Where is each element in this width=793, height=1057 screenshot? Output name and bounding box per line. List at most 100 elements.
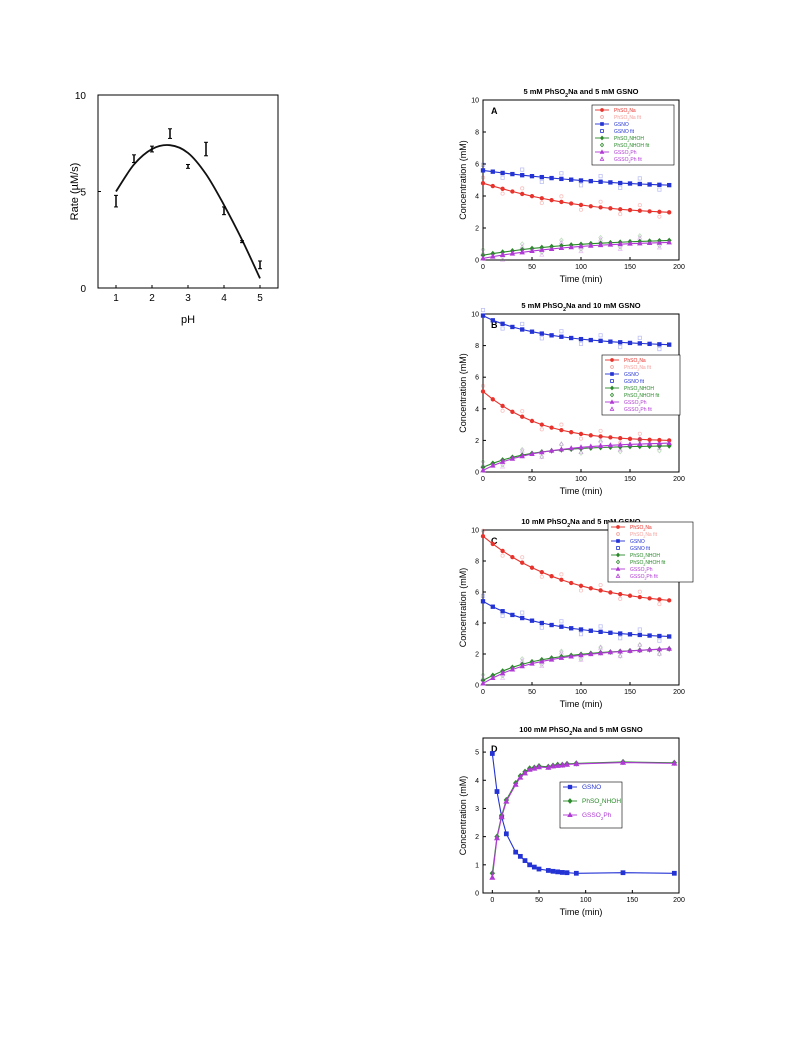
series-point <box>667 342 672 347</box>
series-point <box>480 181 486 186</box>
fit-marker <box>578 656 584 662</box>
series-point <box>520 615 525 621</box>
series-point <box>500 321 505 326</box>
fit-marker <box>520 167 525 172</box>
y-tick-label: 5 <box>80 188 86 199</box>
legend-label: GSNO <box>624 372 639 378</box>
series-point <box>549 425 554 430</box>
x-tick-label: 0 <box>481 264 485 271</box>
series-point <box>657 182 662 187</box>
series-point <box>521 769 529 776</box>
fit-marker <box>539 251 545 257</box>
fit-marker <box>617 446 623 452</box>
series-point <box>657 597 662 602</box>
data-point <box>222 206 226 216</box>
fit-marker <box>598 644 603 650</box>
y-tick-label: 3 <box>475 806 479 813</box>
legend-marker <box>609 406 615 411</box>
series-point <box>646 646 653 652</box>
fit-marker <box>519 657 525 663</box>
legend-entry: GSNO <box>605 372 639 378</box>
legend-marker <box>567 798 573 804</box>
series-point <box>529 174 535 179</box>
x-axis-label: Time (min) <box>560 907 603 917</box>
fit-marker <box>558 649 565 655</box>
fit-curve <box>115 144 261 279</box>
chart-title: 5 mM PhSO2Na and 5 mM GSNO <box>523 87 638 99</box>
series-point <box>548 656 555 662</box>
y-axis-label: Rate (µM/s) <box>69 163 81 221</box>
legend-entry: GSSO2Ph <box>605 399 647 407</box>
x-tick-label: 2 <box>149 293 155 304</box>
legend-label: PhSO2NHOH <box>630 553 660 560</box>
fit-marker <box>657 638 662 643</box>
series-point <box>520 414 525 419</box>
series-point <box>597 650 604 656</box>
fit-marker <box>539 179 544 184</box>
series-point <box>646 440 653 446</box>
x-tick-label: 50 <box>528 689 536 696</box>
fit-marker <box>657 187 662 192</box>
y-tick-label: 8 <box>475 343 479 350</box>
fit-marker <box>520 186 525 191</box>
legend-entry: PhSO2Na <box>611 525 652 532</box>
series-point <box>578 431 584 437</box>
legend-box <box>559 781 623 829</box>
fit-marker <box>480 528 486 533</box>
fit-marker <box>618 636 623 641</box>
fit-marker <box>656 650 663 656</box>
fit-marker <box>578 183 584 188</box>
data-point <box>204 141 208 157</box>
x-tick-label: 200 <box>673 689 685 696</box>
fit-marker <box>637 627 642 632</box>
series-point <box>513 849 519 855</box>
legend-marker <box>609 399 615 404</box>
series-point <box>564 870 570 876</box>
fit-marker <box>657 214 662 219</box>
series-point <box>500 403 505 409</box>
series-point <box>490 169 495 174</box>
y-tick-label: 10 <box>471 98 479 105</box>
series-point <box>517 774 524 780</box>
legend-label: GSNO fit <box>624 379 645 385</box>
y-tick-label: 10 <box>75 91 87 102</box>
fit-marker <box>617 653 623 659</box>
fit-marker <box>578 436 584 441</box>
x-tick-label: 200 <box>673 476 685 483</box>
series-point <box>569 430 574 435</box>
series-point <box>480 680 486 686</box>
panel-letter: A <box>491 106 498 116</box>
y-tick-label: 6 <box>475 375 479 382</box>
series-point <box>510 554 515 560</box>
series-line <box>482 239 670 256</box>
series-point <box>637 440 643 447</box>
series-line <box>482 648 670 684</box>
fit-marker <box>559 194 564 199</box>
fit-marker <box>559 572 564 577</box>
legend-marker <box>616 546 620 550</box>
fit-marker <box>519 447 525 453</box>
fit-marker <box>520 321 525 327</box>
series-point <box>578 627 584 632</box>
y-tick-label: 6 <box>475 162 479 169</box>
series-point <box>549 198 554 203</box>
fit-marker <box>480 593 486 598</box>
series-point <box>578 336 584 342</box>
fit-marker <box>500 462 505 468</box>
legend-marker <box>610 372 614 376</box>
fit-marker <box>539 574 544 579</box>
series-point <box>627 207 633 213</box>
legend-box <box>591 104 675 166</box>
fit-marker <box>598 428 603 433</box>
series-point <box>480 467 486 473</box>
series-point <box>500 548 505 554</box>
series-point <box>618 631 623 636</box>
series-point <box>627 647 633 653</box>
x-tick-label: 150 <box>624 264 636 271</box>
fit-marker <box>617 448 623 455</box>
x-tick-label: 4 <box>221 293 227 304</box>
series-point <box>598 205 603 210</box>
legend: GSNO PhSO2NHOH GSSO2Ph <box>559 781 623 829</box>
series-point <box>549 622 554 628</box>
